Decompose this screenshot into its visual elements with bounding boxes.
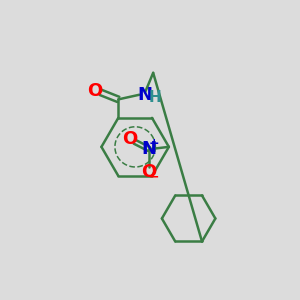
Text: O: O xyxy=(87,82,103,100)
Text: −: − xyxy=(149,170,160,183)
Text: O: O xyxy=(122,130,138,148)
Text: H: H xyxy=(149,90,161,105)
Text: +: + xyxy=(149,137,160,150)
Text: N: N xyxy=(142,140,157,158)
Text: N: N xyxy=(137,86,152,104)
Text: O: O xyxy=(142,163,157,181)
